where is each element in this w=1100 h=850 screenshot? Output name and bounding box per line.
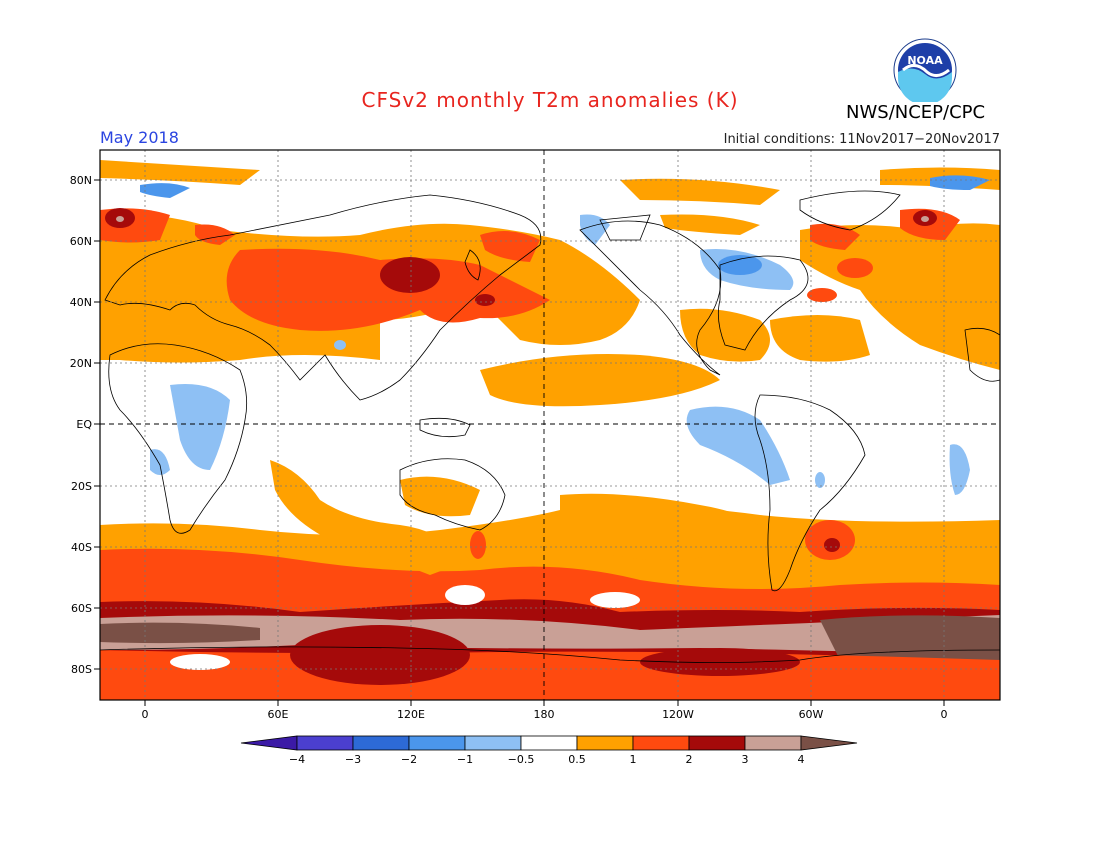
colorbar-segment: [408, 735, 466, 751]
colorbar: −4 −3 −2 −1 −0.5 0.5 1 2 3 4: [240, 735, 858, 766]
lat-tick-label: EQ: [76, 418, 92, 431]
organization-label: NWS/NCEP/CPC: [846, 102, 986, 123]
colorbar-segment: [632, 735, 690, 751]
colorbar-label: −1: [457, 753, 473, 766]
lon-tick-label: 120W: [662, 708, 694, 721]
lon-tick-label: 60E: [268, 708, 289, 721]
colorbar-label: 0.5: [568, 753, 586, 766]
lat-tick-label: 60N: [70, 235, 92, 248]
colorbar-segment: [576, 735, 634, 751]
colorbar-label: −3: [345, 753, 361, 766]
lon-tick-label: 180: [534, 708, 555, 721]
colorbar-segment: [352, 735, 410, 751]
lat-tick-label: 80N: [70, 174, 92, 187]
lon-tick-label: 0: [142, 708, 149, 721]
map-field: [100, 150, 1000, 700]
colorbar-right-arrow: [800, 735, 858, 751]
lon-tick-label: 120E: [397, 708, 425, 721]
initial-conditions: Initial conditions: 11Nov2017−20Nov2017: [723, 132, 1000, 147]
colorbar-label: −0.5: [508, 753, 535, 766]
logo-text: NOAA: [907, 54, 943, 67]
colorbar-left-arrow: [240, 735, 298, 751]
map-frame: [99, 149, 1001, 701]
colorbar-segment: [296, 735, 354, 751]
lon-tick-label: 0: [941, 708, 948, 721]
forecast-month: May 2018: [100, 128, 179, 147]
colorbar-segment: [464, 735, 522, 751]
lat-tick-label: 20N: [70, 357, 92, 370]
colorbar-segment: [520, 735, 578, 751]
lat-tick-label: 80S: [71, 663, 92, 676]
colorbar-label: −4: [289, 753, 305, 766]
noaa-logo: NOAA: [893, 38, 957, 102]
equator-dateline: [100, 150, 1000, 700]
longitude-ticks: 0 60E 120E 180 120W 60W 0: [142, 700, 948, 721]
lat-tick-label: 40N: [70, 296, 92, 309]
colorbar-label: 1: [630, 753, 637, 766]
lat-tick-label: 60S: [71, 602, 92, 615]
colorbar-label: 2: [686, 753, 693, 766]
latitude-ticks: 80N 60N 40N 20N EQ 20S 40S 60S 80S: [70, 174, 100, 676]
colorbar-segment: [744, 735, 802, 751]
lat-tick-label: 20S: [71, 480, 92, 493]
colorbar-label: −2: [401, 753, 417, 766]
colorbar-label: 3: [742, 753, 749, 766]
map-title: CFSv2 monthly T2m anomalies (K): [361, 88, 739, 112]
lat-tick-label: 40S: [71, 541, 92, 554]
lon-tick-label: 60W: [799, 708, 824, 721]
graticule: [100, 150, 1000, 700]
colorbar-segment: [688, 735, 746, 751]
colorbar-label: 4: [798, 753, 805, 766]
